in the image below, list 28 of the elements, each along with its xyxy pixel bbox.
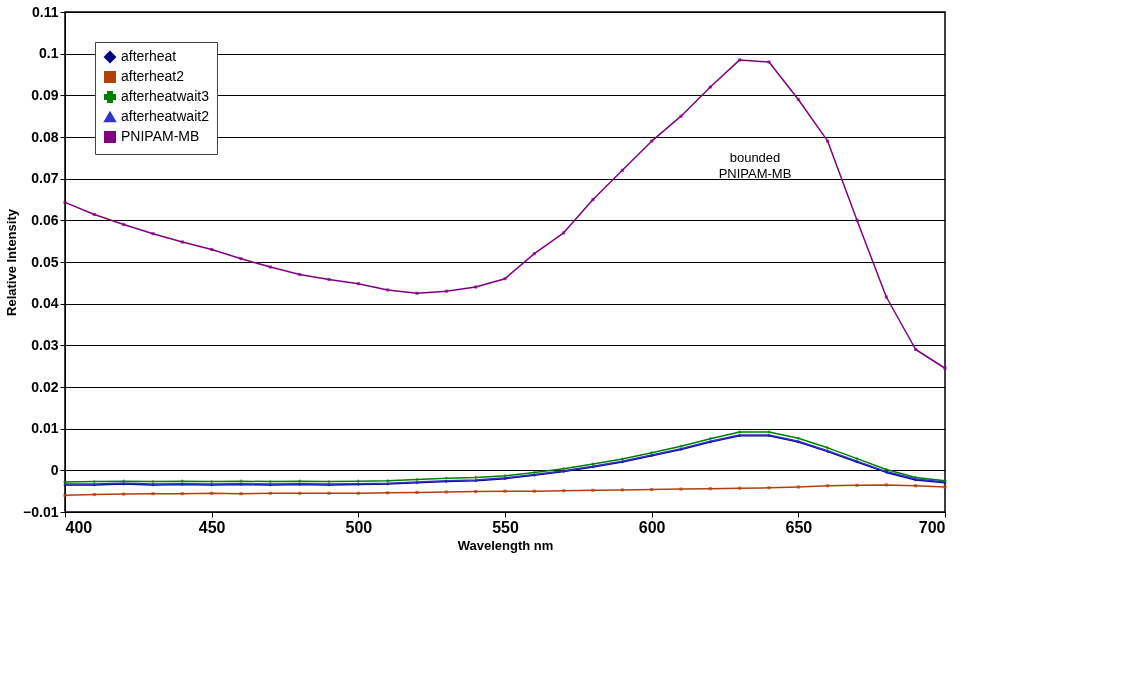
x-tick-label: 450 xyxy=(198,518,226,536)
y-tick-label: 0.01 xyxy=(31,420,59,437)
y-tick-label: 0.05 xyxy=(31,253,59,270)
y-tick-label: 0.08 xyxy=(31,128,59,145)
legend-label: afterheat xyxy=(121,48,177,64)
x-tick-label: 650 xyxy=(785,518,813,536)
y-tick-label: 0.07 xyxy=(31,170,59,187)
x-tick-label: 600 xyxy=(638,518,666,536)
legend-label: afterheat2 xyxy=(121,68,185,84)
x-tick-label: 700 xyxy=(918,518,946,536)
y-tick-label: 0.1 xyxy=(39,45,59,62)
y-tick-label: 0.09 xyxy=(31,86,59,103)
y-tick-label: 0.02 xyxy=(31,378,59,395)
annotation: bounded PNIPAM-MB xyxy=(718,150,792,181)
legend-label: afterheatwait3 xyxy=(121,88,210,104)
y-tick-label: 0.03 xyxy=(31,336,59,353)
y-tick-label: 0.11 xyxy=(32,3,59,20)
x-tick-label: 500 xyxy=(345,518,373,536)
y-tick-label: 0.06 xyxy=(31,211,59,228)
x-axis-title: Wavelength nm xyxy=(457,537,554,553)
legend-label: afterheatwait2 xyxy=(121,108,210,124)
y-tick-label: 0.04 xyxy=(31,295,59,312)
y-tick-label: −0.01 xyxy=(23,503,59,520)
y-axis-title: Relative Intensity xyxy=(4,208,20,316)
x-tick-label: 550 xyxy=(492,518,519,536)
x-tick-label: 400 xyxy=(65,518,93,536)
legend-label: PNIPAM-MB xyxy=(121,128,200,144)
y-tick-label: 0 xyxy=(50,461,59,478)
